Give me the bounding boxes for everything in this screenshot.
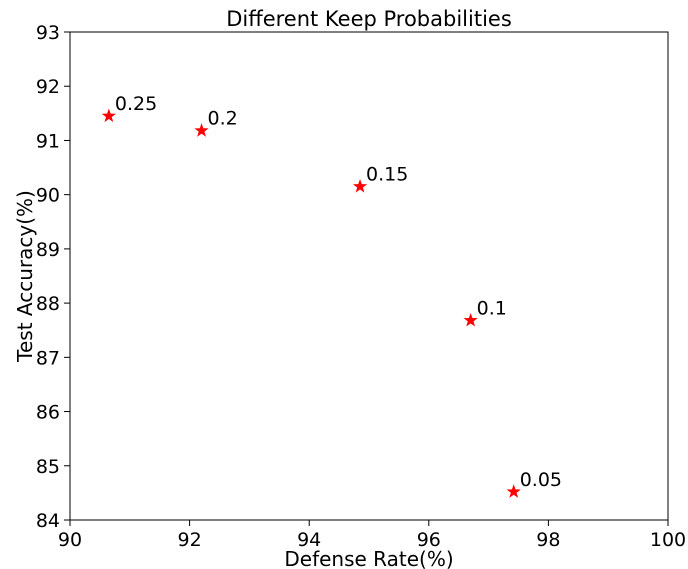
y-tick-label: 90 bbox=[36, 185, 60, 207]
x-tick-label: 92 bbox=[178, 529, 202, 551]
data-point-label: 0.05 bbox=[520, 469, 562, 491]
data-point-star bbox=[352, 179, 368, 193]
x-tick-label: 98 bbox=[536, 529, 560, 551]
x-tick-label: 100 bbox=[650, 529, 686, 551]
data-point-label: 0.2 bbox=[208, 108, 238, 130]
data-point-label: 0.1 bbox=[477, 297, 507, 319]
plot-area-frame bbox=[69, 31, 669, 521]
data-point-star bbox=[463, 312, 478, 327]
y-axis: 84 85 86 87 88 89 90 91 92 93 bbox=[36, 22, 70, 532]
y-tick-label: 87 bbox=[36, 347, 60, 369]
chart-title: Different Keep Probabilities bbox=[226, 7, 512, 31]
y-tick-label: 85 bbox=[36, 456, 60, 478]
y-tick-label: 91 bbox=[36, 130, 60, 152]
data-point-star bbox=[506, 484, 521, 498]
x-tick-label: 90 bbox=[58, 529, 82, 551]
y-tick-label: 92 bbox=[36, 76, 60, 98]
y-tick-label: 84 bbox=[36, 510, 60, 532]
x-axis: 90 92 94 96 98 100 bbox=[58, 520, 686, 551]
y-axis-label: Test Accuracy(%) bbox=[13, 190, 37, 363]
x-tick-label: 94 bbox=[297, 529, 321, 551]
data-point-star bbox=[101, 108, 116, 123]
y-tick-label: 86 bbox=[36, 402, 60, 424]
data-points: 0.25 0.2 0.15 0.1 0.05 bbox=[101, 93, 562, 498]
y-tick-label: 93 bbox=[36, 22, 60, 44]
x-tick-label: 96 bbox=[417, 529, 441, 551]
data-point-star bbox=[194, 123, 209, 137]
data-point-label: 0.15 bbox=[366, 164, 408, 186]
y-tick-label: 88 bbox=[36, 293, 60, 315]
data-point-label: 0.25 bbox=[115, 93, 157, 115]
y-tick-label: 89 bbox=[36, 239, 60, 261]
x-axis-label: Defense Rate(%) bbox=[284, 547, 453, 569]
